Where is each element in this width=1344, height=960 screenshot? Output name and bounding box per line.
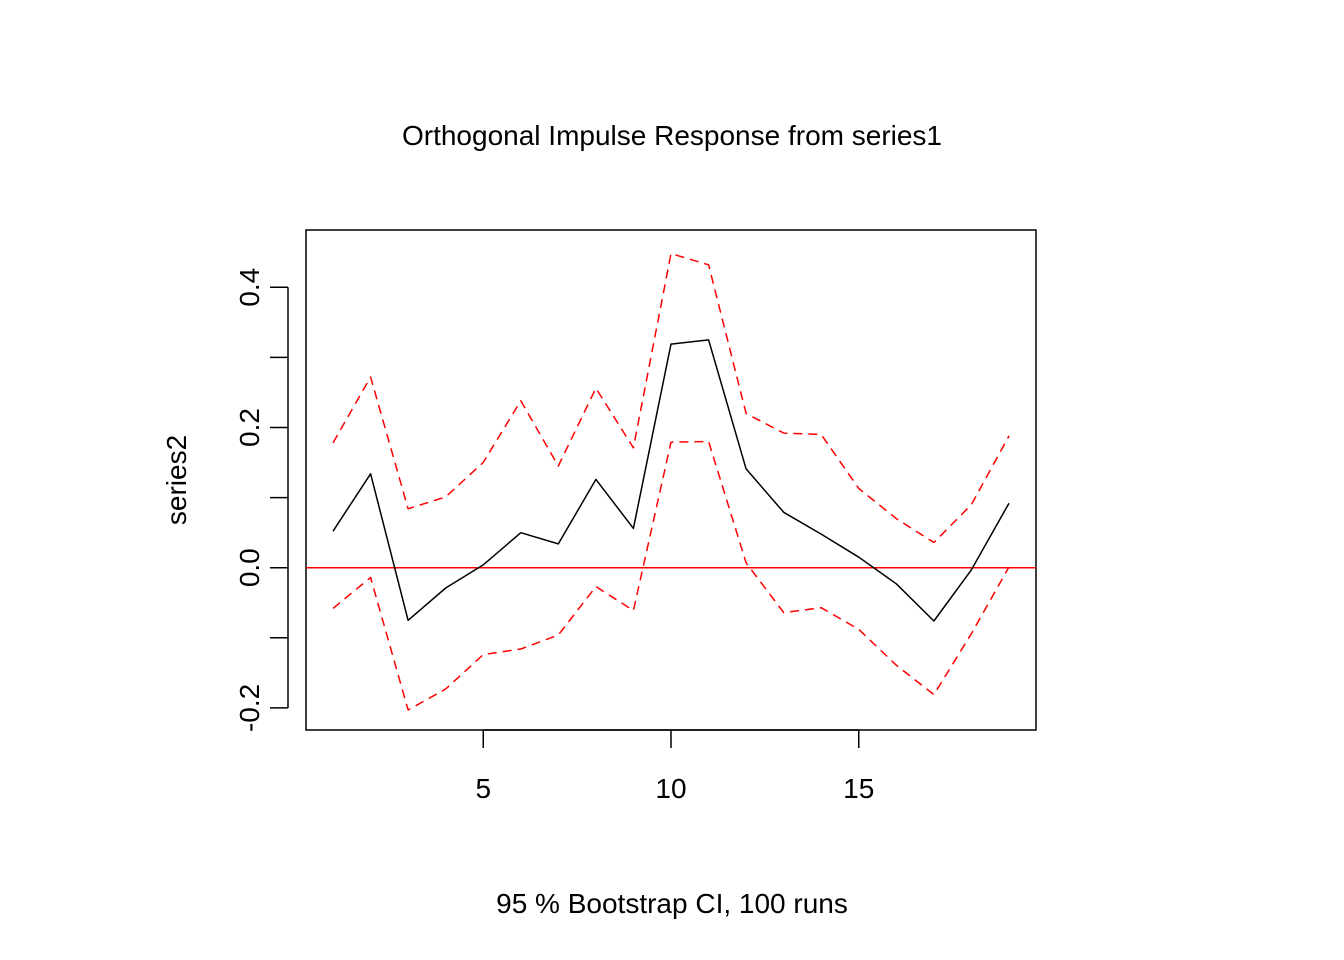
response-line [332,339,1010,622]
x-axis-label: 95 % Bootstrap CI, 100 runs [496,888,848,919]
x-tick-label: 5 [475,773,491,804]
x-tick-label: 10 [655,773,686,804]
plot-area [306,252,1036,711]
plot-frame [305,229,1037,731]
x-tick-label: 15 [843,773,874,804]
y-axis-label: series2 [161,435,192,525]
chart-title: Orthogonal Impulse Response from series1 [402,120,942,151]
upper-line [332,252,1010,544]
y-tick-label: -0.2 [234,684,265,732]
y-tick-label: 0.0 [234,548,265,587]
y-tick-label: 0.2 [234,408,265,447]
y-tick-label: 0.4 [234,268,265,307]
axes: 5 10 15 -0.2 0.0 0.2 0.4 [234,229,1037,804]
lower-line [332,440,1010,711]
